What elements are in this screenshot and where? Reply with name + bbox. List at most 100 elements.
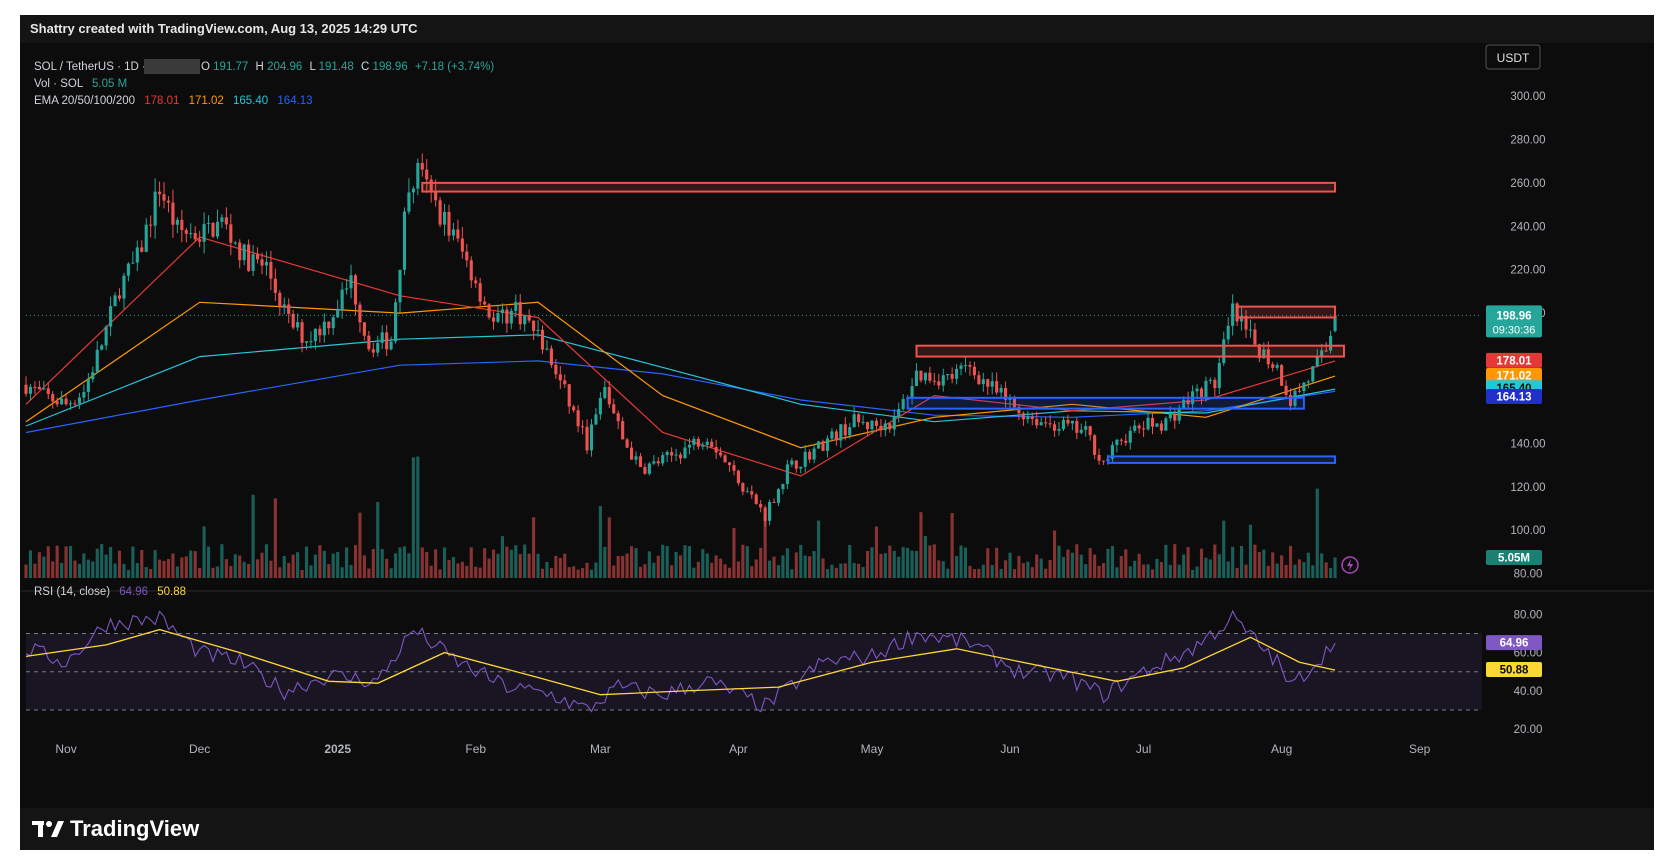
volume-bar	[790, 569, 794, 578]
candle	[870, 420, 874, 435]
candle	[861, 415, 865, 425]
volume-bar	[937, 560, 941, 578]
candle	[661, 452, 665, 466]
candle-body	[189, 233, 193, 235]
candle	[803, 444, 807, 473]
candle	[932, 372, 936, 386]
candle-body	[696, 438, 700, 447]
candle	[901, 394, 905, 411]
candle	[763, 505, 767, 527]
volume-bar	[1017, 556, 1021, 578]
tradingview-logo[interactable]: TradingView	[32, 816, 199, 842]
candle-body	[1199, 388, 1204, 400]
candle-body	[532, 320, 536, 331]
volume-bar	[843, 563, 847, 578]
candle	[491, 311, 496, 330]
volume-bar	[745, 546, 749, 578]
candle-body	[1142, 428, 1146, 430]
brand-name: TradingView	[70, 816, 200, 841]
candle	[999, 384, 1003, 397]
volume-bar	[750, 566, 754, 578]
legend-h-value: 204.96	[267, 61, 302, 73]
volume-bar	[487, 558, 491, 578]
candle-body	[264, 262, 268, 266]
candle-body	[95, 349, 99, 373]
volume-bar	[149, 569, 153, 578]
candle	[892, 409, 896, 437]
candle	[100, 343, 104, 351]
rsi-tick-label: 40.00	[1514, 686, 1543, 698]
candle	[304, 341, 309, 350]
volume-bar	[1124, 549, 1128, 578]
svg-text:RSI (14, close) 64.9: RSI (14, close) 64.96 50.88	[34, 586, 186, 598]
candle-body	[273, 278, 277, 293]
candle-body	[683, 447, 687, 459]
candle	[287, 298, 291, 324]
candle	[51, 391, 55, 409]
candle	[790, 457, 794, 468]
volume-bar	[808, 556, 812, 578]
candle-body	[857, 414, 861, 423]
candle	[442, 203, 447, 236]
volume-bar	[456, 563, 460, 578]
currency-button[interactable]: USDT	[1485, 44, 1541, 70]
candle-body	[959, 365, 963, 369]
candle-body	[247, 244, 251, 271]
volume-bar	[509, 549, 513, 578]
candle-body	[1177, 409, 1181, 421]
candle-body	[304, 341, 309, 343]
candle	[625, 437, 629, 449]
legend-c-value: 198.96	[373, 61, 408, 73]
candle-body	[385, 332, 389, 350]
candle-body	[1146, 417, 1150, 430]
candle-body	[714, 447, 718, 453]
volume-bar	[55, 545, 59, 578]
volume-bar	[540, 568, 545, 578]
volume-bar	[812, 551, 816, 578]
price-chart[interactable]: 300.00280.00260.00240.00220.00200.00140.…	[20, 43, 1654, 808]
volume-bar	[117, 550, 122, 578]
candle-body	[727, 462, 732, 466]
candle-body	[514, 301, 518, 311]
candle	[1213, 377, 1217, 397]
chart-panel[interactable]: 300.00280.00260.00240.00220.00200.00140.…	[20, 43, 1654, 808]
candle	[919, 370, 923, 383]
volume-bar	[193, 551, 197, 578]
candle	[1173, 407, 1177, 429]
candle-body	[322, 321, 326, 336]
candle	[1288, 388, 1293, 411]
volume-bar	[77, 563, 81, 578]
candle	[914, 363, 919, 386]
candle-body	[549, 348, 553, 365]
candle	[1320, 343, 1324, 364]
candle	[995, 372, 999, 395]
volume-bar	[1329, 567, 1333, 578]
candle	[514, 294, 518, 318]
candle	[131, 251, 135, 264]
volume-bar	[380, 549, 384, 578]
candle-body	[229, 224, 233, 243]
svg-text:Vol · SOL 5.05 M: Vol · SOL 5.05 M	[34, 78, 127, 90]
volume-bar	[206, 546, 211, 578]
candle-body	[1284, 385, 1288, 395]
candle-body	[634, 456, 638, 460]
volume-bar	[394, 553, 398, 578]
candle	[447, 204, 451, 242]
candle	[273, 268, 277, 301]
volume-bar	[224, 559, 228, 578]
candle-body	[705, 441, 709, 445]
candle-body	[518, 301, 522, 325]
ema200-badge: 164.13	[1486, 389, 1542, 405]
candle-body	[763, 507, 767, 521]
candle-body	[175, 219, 179, 225]
volume-bar	[318, 545, 322, 578]
candle-body	[434, 190, 438, 201]
candle	[206, 215, 211, 234]
candle-body	[1137, 425, 1141, 429]
volume-bar	[46, 546, 50, 578]
candle	[785, 459, 789, 490]
legend-rsi-ma: 50.88	[157, 586, 186, 598]
legend-ema100: 165.40	[233, 95, 268, 107]
candle	[1284, 380, 1288, 399]
candle-body	[1217, 362, 1221, 389]
